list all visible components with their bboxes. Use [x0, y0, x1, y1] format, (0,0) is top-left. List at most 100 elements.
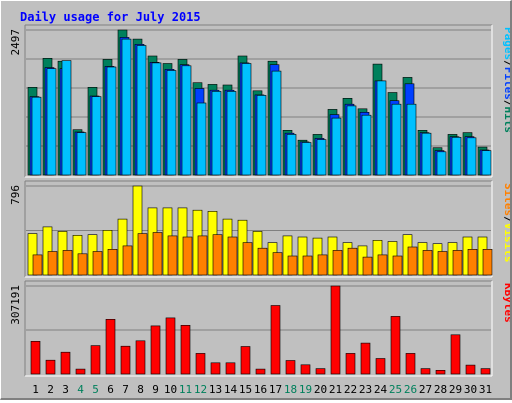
sites-bar — [302, 255, 313, 276]
hits-files-pages-legend: Pages/Files/Hits — [502, 27, 510, 133]
kbytes-bar — [330, 285, 341, 375]
kbytes-ymax-label: 307191 — [9, 285, 22, 325]
pages-bar — [46, 68, 57, 176]
hits-files-pages-legend-entry: / — [502, 100, 510, 107]
pages-bar — [121, 38, 132, 176]
kbytes-bar — [375, 358, 386, 375]
sites-bar — [317, 254, 328, 276]
pages-bar — [436, 151, 447, 176]
kbytes-bar — [150, 325, 161, 375]
pages-bar — [271, 70, 282, 176]
kbytes-bar — [135, 340, 146, 375]
kbytes-bar — [405, 353, 416, 375]
sites-bar — [122, 245, 133, 276]
x-tick-label: 30 — [464, 383, 477, 396]
visits-sites-legend: Sites/Visits — [502, 183, 510, 263]
sites-bar — [227, 236, 238, 276]
x-tick-label: 29 — [449, 383, 462, 396]
x-tick-label: 23 — [359, 383, 372, 396]
pages-bar — [376, 80, 387, 176]
sites-bar — [362, 256, 373, 276]
sites-bar — [347, 247, 358, 276]
hits-files-pages-legend-entry: Hits — [502, 107, 510, 134]
kbytes-bar — [345, 353, 356, 375]
x-tick-label: 11 — [179, 383, 192, 396]
sites-bar — [437, 251, 448, 276]
pages-bar — [136, 45, 147, 176]
sites-bar — [407, 246, 418, 276]
pages-bar — [151, 62, 162, 176]
visits-bar — [27, 233, 38, 276]
kbytes-bar — [255, 368, 266, 375]
x-tick-label: 27 — [419, 383, 432, 396]
kbytes-bar — [45, 359, 56, 375]
x-tick-label: 15 — [239, 383, 252, 396]
kbytes-bar — [300, 364, 311, 375]
x-tick-label: 2 — [47, 383, 54, 396]
pages-bar — [301, 142, 312, 176]
kbytes-bar — [360, 342, 371, 375]
pages-bar — [76, 132, 87, 176]
x-tick-label: 5 — [92, 383, 99, 396]
sites-bar — [152, 232, 163, 276]
sites-bar — [197, 235, 208, 276]
x-tick-label: 9 — [152, 383, 159, 396]
kbytes-bar — [435, 369, 446, 375]
pages-bar — [331, 117, 342, 176]
x-tick-label: 20 — [314, 383, 327, 396]
pages-bar — [391, 103, 402, 176]
x-axis-labels: 1 2 3 4 5 6 7 8 9 10 11 12 13 14 15 16 17 18 19 20 21 22 23 24 2… — [32, 383, 492, 396]
sites-bar — [212, 234, 223, 276]
sites-bar — [332, 250, 343, 276]
visits-sites-legend-entry: / — [502, 216, 510, 223]
kbytes-bar — [390, 316, 401, 375]
x-tick-label: 24 — [374, 383, 388, 396]
kbytes-bar — [90, 345, 101, 375]
panels-layer: 2497Pages/Files/Hits796Sites/Visits30719… — [9, 24, 512, 377]
sites-bar — [107, 249, 118, 276]
usage-chart: Daily usage for July 2015 2497Pages/File… — [9, 10, 512, 396]
kbytes-bar — [75, 368, 86, 375]
x-tick-label: 25 — [389, 383, 402, 396]
kbytes-bar — [480, 368, 491, 375]
x-tick-label: 4 — [77, 383, 84, 396]
sites-bar — [137, 233, 148, 276]
x-tick-label: 31 — [479, 383, 492, 396]
sites-bar — [32, 254, 43, 276]
kbytes-bar — [420, 368, 431, 375]
pages-bar — [256, 95, 267, 176]
pages-bar — [211, 91, 222, 176]
hits-files-pages-legend-entry: Pages — [502, 27, 510, 60]
visits-bar — [132, 185, 143, 276]
sites-bar — [272, 252, 283, 276]
pages-bar — [166, 70, 177, 176]
pages-bar — [421, 132, 432, 176]
pages-bar — [361, 114, 372, 176]
x-tick-label: 16 — [254, 383, 267, 396]
x-tick-label: 17 — [269, 383, 282, 396]
visits-sites-panel: 796 Sites/Visits — [9, 180, 512, 278]
x-tick-label: 26 — [404, 383, 417, 396]
sites-bar — [482, 249, 493, 276]
kbytes-bar — [60, 351, 71, 375]
sites-bar — [167, 235, 178, 276]
kbytes-bar — [30, 340, 41, 375]
kbytes-panel: 307191 KBytes — [9, 280, 512, 377]
sites-bar — [422, 250, 433, 276]
x-tick-label: 14 — [224, 383, 238, 396]
kbytes-bar — [180, 324, 191, 375]
kbytes-bar — [240, 346, 251, 375]
sites-bar — [92, 251, 103, 276]
pages-bar — [466, 137, 477, 176]
x-tick-label: 6 — [107, 383, 114, 396]
x-tick-label: 28 — [434, 383, 447, 396]
pages-bar — [181, 65, 192, 176]
pages-bar — [286, 134, 297, 176]
kbytes-bar — [285, 360, 296, 375]
x-tick-label: 3 — [62, 383, 69, 396]
pages-bar — [196, 102, 207, 176]
hits-files-pages-ymax-label: 2497 — [9, 29, 22, 56]
pages-bar — [316, 139, 327, 176]
